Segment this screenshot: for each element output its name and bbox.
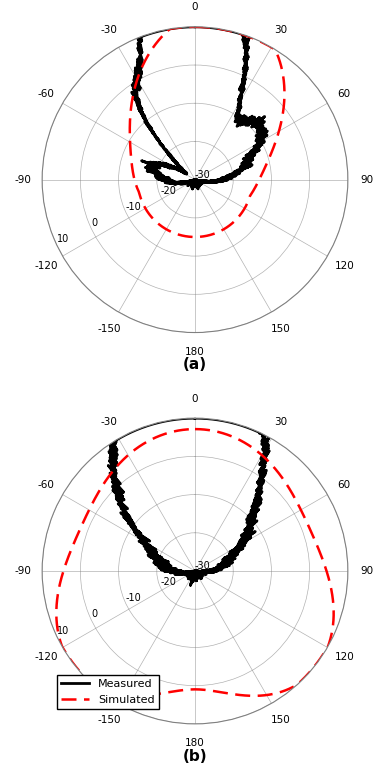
Simulated bbox=[192, 424, 197, 434]
Simulated bbox=[264, 159, 269, 168]
Measured bbox=[192, 414, 197, 423]
Simulated bbox=[192, 22, 197, 31]
Simulated bbox=[101, 685, 105, 694]
Simulated bbox=[86, 676, 91, 686]
Simulated bbox=[192, 22, 197, 31]
Measured bbox=[193, 414, 197, 423]
Line: Simulated: Simulated bbox=[130, 27, 284, 237]
Measured bbox=[192, 175, 197, 185]
Simulated bbox=[153, 216, 158, 225]
Measured bbox=[226, 558, 231, 568]
Measured bbox=[195, 567, 200, 576]
Measured bbox=[192, 22, 197, 31]
Simulated bbox=[193, 22, 197, 31]
Measured bbox=[204, 177, 208, 186]
Title: (b): (b) bbox=[183, 748, 207, 764]
Measured bbox=[193, 22, 197, 31]
Simulated bbox=[330, 592, 335, 601]
Legend: Measured, Simulated: Measured, Simulated bbox=[57, 675, 159, 709]
Measured bbox=[110, 445, 115, 454]
Simulated bbox=[193, 685, 197, 694]
Simulated bbox=[192, 424, 197, 434]
Measured bbox=[193, 566, 197, 575]
Measured bbox=[238, 165, 243, 174]
Simulated bbox=[119, 457, 123, 466]
Line: Measured: Measured bbox=[132, 27, 268, 189]
Title: (a): (a) bbox=[183, 357, 207, 372]
Line: Simulated: Simulated bbox=[56, 429, 334, 696]
Measured bbox=[193, 175, 197, 185]
Simulated bbox=[248, 192, 252, 201]
Simulated bbox=[251, 186, 256, 195]
Measured bbox=[193, 566, 197, 575]
Simulated bbox=[158, 221, 162, 230]
Simulated bbox=[314, 538, 319, 548]
Measured bbox=[192, 414, 197, 423]
Measured bbox=[192, 175, 197, 185]
Simulated bbox=[132, 86, 136, 95]
Measured bbox=[192, 22, 197, 31]
Simulated bbox=[193, 424, 197, 434]
Measured bbox=[131, 85, 136, 94]
Simulated bbox=[326, 642, 330, 651]
Measured bbox=[191, 568, 196, 578]
Line: Measured: Measured bbox=[108, 418, 269, 585]
